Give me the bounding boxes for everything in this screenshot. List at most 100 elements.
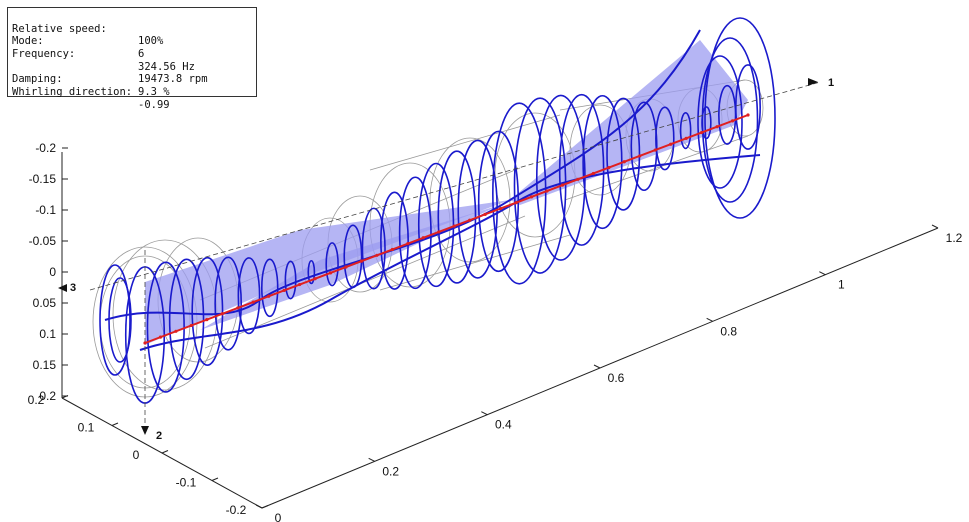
shaft-node (545, 189, 549, 193)
z-tick-label: 0.1 (39, 327, 56, 341)
orbit-ring (679, 111, 692, 150)
orbit-ring (513, 97, 567, 274)
x-tick-label: 0.6 (608, 371, 625, 385)
y-axis-ticks: -0.2 -0.1 0 0.1 0.2 (28, 393, 269, 517)
shaft-node (483, 212, 487, 216)
shaft-node (452, 224, 456, 228)
info-row-mode: Mode: 6 (12, 23, 256, 60)
z-tick-label: 0.2 (39, 389, 56, 403)
shaft-node (715, 125, 719, 129)
orbit-ring (146, 261, 185, 393)
info-label: Whirling direction: (12, 86, 133, 99)
shaft-node (437, 230, 441, 234)
shaft-node (359, 259, 364, 263)
shaft-node (390, 247, 394, 252)
shaft-node (622, 160, 626, 164)
x-tick-label: 0.2 (382, 464, 399, 478)
z-tick-label: -0.15 (29, 172, 57, 186)
z-axis-ticks: -0.2 -0.15 -0.1 -0.05 0 0.05 0.1 0.15 0.2 (29, 141, 68, 403)
frame-axis-1: 1 (808, 77, 834, 89)
shaft-nodes (143, 113, 750, 345)
shaft-node (499, 206, 503, 211)
info-label: Relative speed: (12, 22, 107, 35)
orbit-ring (237, 257, 261, 335)
shaft-node (205, 318, 209, 322)
z-tick-label: -0.2 (35, 141, 56, 155)
info-label: Mode: (12, 35, 44, 48)
x-tick-label: 1 (838, 278, 845, 292)
y-tick-label: -0.1 (176, 476, 197, 490)
x-tick-label: 1.2 (946, 231, 963, 245)
y-tick-mark (211, 477, 219, 481)
whirl-orbits (99, 17, 776, 404)
x-tick-mark (931, 224, 939, 229)
info-row-frequency-rpm: 19473.8 rpm (12, 48, 256, 85)
orbit-ring (492, 102, 547, 285)
z-tick-label: -0.1 (35, 203, 56, 217)
y-tick-label: 0.1 (78, 421, 95, 435)
info-label: Frequency: (12, 48, 76, 61)
y-tick-label: 0 (133, 448, 140, 462)
shaft-node (143, 341, 147, 345)
orbit-ring (108, 277, 132, 363)
shaft-node (236, 306, 240, 310)
info-row-whirling: Whirling direction: -0.99 (12, 73, 256, 111)
shaft-node (313, 277, 317, 281)
shaft-node (746, 113, 750, 117)
orbit-ring (697, 55, 743, 189)
shaft-node (684, 136, 688, 140)
info-value: 6 (138, 48, 145, 61)
z-tick-label: 0.05 (33, 296, 57, 310)
info-value: 324.56 Hz (138, 60, 195, 73)
shaft-node (529, 195, 534, 199)
orbit-ring (307, 259, 316, 285)
x-tick-label: 0.8 (720, 324, 737, 338)
frame-axis-3: 3 (58, 282, 76, 294)
shaft-node (406, 242, 410, 246)
shaft-node (189, 323, 193, 328)
orbit-ring (704, 17, 776, 219)
info-value: 19473.8 rpm (138, 73, 208, 86)
orbit-ring (606, 97, 641, 211)
shaft-node (158, 335, 163, 339)
frame-axis-2-label: 2 (156, 430, 162, 442)
z-tick-label: 0.15 (33, 358, 57, 372)
y-tick-label: -0.2 (226, 503, 247, 517)
x-axis-ticks: 0 0.2 0.4 0.6 0.8 1 1.2 (255, 224, 963, 522)
shaft-node (514, 201, 518, 205)
info-value: 9.3 % (138, 86, 170, 99)
info-row-speed: Relative speed: 100% (12, 10, 256, 48)
x-tick-mark (481, 411, 488, 416)
orbit-ring (380, 191, 409, 290)
x-tick-label: 0 (275, 511, 282, 522)
frame-axis-1-label: 1 (828, 77, 834, 89)
orbit-ring (361, 207, 386, 290)
x-tick-mark (819, 271, 826, 276)
y-tick-mark (61, 395, 69, 399)
shaft-node (700, 130, 704, 135)
shaft-node (298, 282, 302, 287)
shaft-node (174, 329, 178, 333)
x-tick-mark (706, 317, 713, 322)
orbit-ring (260, 258, 279, 318)
frame-axis-3-label: 3 (70, 282, 76, 294)
y-tick-mark (111, 422, 119, 426)
y-tick-label: 0.2 (28, 393, 45, 407)
info-row-frequency-hz: Frequency: 324.56 Hz (12, 35, 256, 73)
z-tick-label: -0.05 (29, 234, 57, 248)
frame-axis-2: 2 (141, 426, 162, 442)
y-tick-mark (261, 505, 269, 509)
info-label: Damping: (12, 73, 63, 86)
x-tick-mark (368, 457, 375, 462)
shaft-node (267, 294, 271, 298)
orbit-ring (701, 37, 759, 203)
shaft-node (653, 148, 657, 152)
z-tick-label: 0 (49, 265, 56, 279)
shaft-node (730, 119, 735, 123)
orbit-ring (284, 260, 297, 300)
info-row-damping: Damping: 9.3 % (12, 61, 256, 98)
shaft-node (251, 300, 255, 304)
shaft-node (282, 288, 286, 292)
shaft-node (591, 171, 595, 176)
